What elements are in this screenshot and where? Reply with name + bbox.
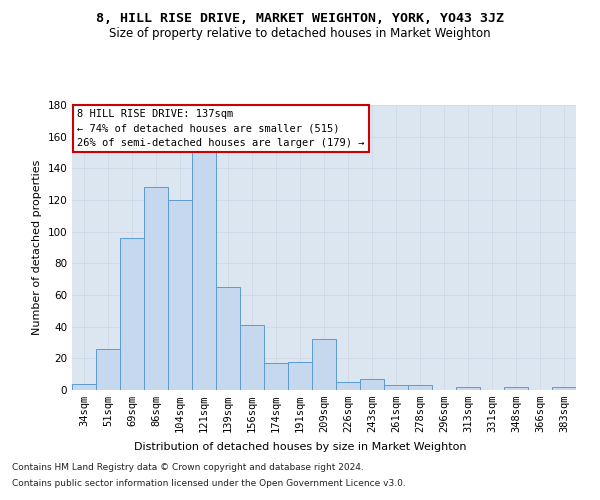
Bar xyxy=(120,238,144,390)
Y-axis label: Number of detached properties: Number of detached properties xyxy=(32,160,42,335)
Bar xyxy=(408,385,432,390)
Bar xyxy=(240,325,264,390)
Bar xyxy=(360,379,384,390)
Text: 8 HILL RISE DRIVE: 137sqm
← 74% of detached houses are smaller (515)
26% of semi: 8 HILL RISE DRIVE: 137sqm ← 74% of detac… xyxy=(77,110,365,148)
Bar xyxy=(72,384,96,390)
Text: Size of property relative to detached houses in Market Weighton: Size of property relative to detached ho… xyxy=(109,28,491,40)
Bar xyxy=(192,151,216,390)
Text: Distribution of detached houses by size in Market Weighton: Distribution of detached houses by size … xyxy=(134,442,466,452)
Bar xyxy=(552,387,576,390)
Bar xyxy=(312,340,336,390)
Text: 8, HILL RISE DRIVE, MARKET WEIGHTON, YORK, YO43 3JZ: 8, HILL RISE DRIVE, MARKET WEIGHTON, YOR… xyxy=(96,12,504,26)
Bar xyxy=(168,200,192,390)
Text: Contains HM Land Registry data © Crown copyright and database right 2024.: Contains HM Land Registry data © Crown c… xyxy=(12,464,364,472)
Bar xyxy=(216,287,240,390)
Bar xyxy=(264,363,288,390)
Bar xyxy=(456,387,480,390)
Bar xyxy=(144,188,168,390)
Bar xyxy=(336,382,360,390)
Bar xyxy=(288,362,312,390)
Bar xyxy=(504,387,528,390)
Text: Contains public sector information licensed under the Open Government Licence v3: Contains public sector information licen… xyxy=(12,478,406,488)
Bar xyxy=(384,385,408,390)
Bar xyxy=(96,349,120,390)
